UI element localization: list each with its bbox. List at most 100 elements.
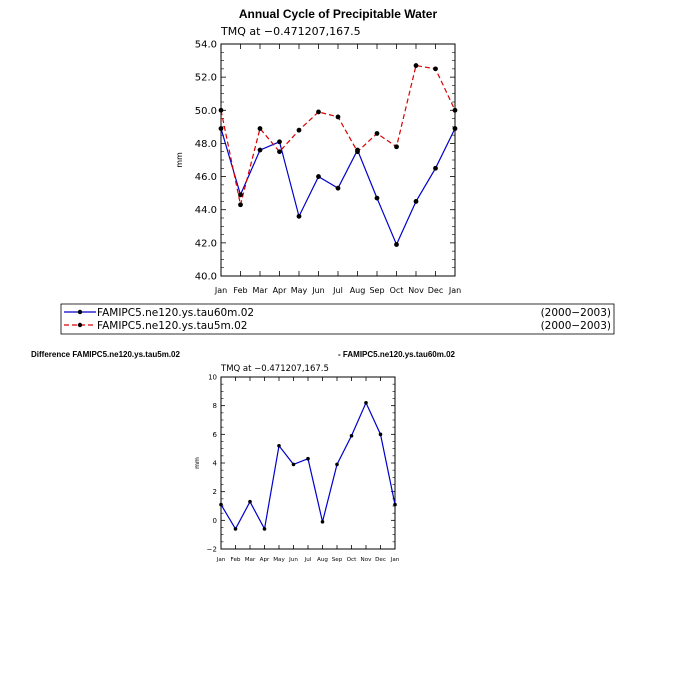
series-1-point [413,199,419,204]
series-1-point [374,195,380,201]
x-tick-label: Oct [347,557,357,563]
legend-marker-series-1 [77,309,83,315]
x-tick-label: Dec [428,286,443,295]
series-1-point [320,519,325,524]
x-tick-label: Feb [233,286,247,295]
x-tick-label: Jun [311,286,325,295]
y-tick-label: 48.0 [195,139,217,150]
x-tick-label: Aug [350,286,366,295]
y-tick-label: 6 [213,431,218,439]
series-2-point [257,126,263,131]
x-tick-label: Mar [245,557,256,563]
series-1-point [306,456,310,461]
x-tick-label: May [291,286,308,295]
x-tick-label: Sep [369,286,384,295]
series-1-point [296,213,302,219]
chart2-series [219,401,397,531]
series-1-point [393,502,397,507]
y-tick-label: 50.0 [195,106,217,117]
legend-period-series-1: (2000−2003) [541,307,611,319]
x-tick-label: Oct [390,286,404,295]
series-1-point [277,444,281,448]
chart1-x-tick-labels: Jan Feb Mar Apr May Jun Jul Aug Sep Oct Nov Dec Jan [214,286,461,295]
x-tick-label: Dec [375,557,386,563]
x-tick-label: Nov [361,557,373,563]
series-1-point [364,401,368,405]
chart2-title-right: - FAMIPC5.ne120.ys.tau60m.02 [338,350,455,359]
series-1-point [394,242,399,247]
series-2-point [316,109,321,115]
series-1-point [316,174,321,179]
chart1-title: Annual Cycle of Precipitable Water [239,7,438,21]
series-2-point [218,107,224,113]
series-1-point [257,147,263,153]
chart2-subtitle: TMQ at −0.471207,167.5 [220,364,329,374]
y-tick-label: 52.0 [195,73,217,84]
series-1-point [277,139,282,145]
y-tick-label: 42.0 [195,238,217,249]
chart1-ylabel: mm [175,152,184,168]
legend-label-series-2: FAMIPC5.ne120.ys.tau5m.02 [97,320,247,332]
chart2-plot-frame [220,376,396,550]
x-tick-label: Jun [288,557,298,563]
series-2-point [296,127,302,133]
x-tick-label: Apr [273,286,288,295]
series-2-point [374,131,380,136]
y-tick-label: 8 [213,402,217,410]
series-2-point [413,63,419,68]
chart2-ticks [220,376,396,550]
series-1-point [262,527,267,531]
legend-label-series-1: FAMIPC5.ne120.ys.tau60m.02 [97,307,254,319]
chart2-ylabel: mm [194,457,201,469]
series-2-point [238,202,243,208]
series-line-2 [220,64,456,205]
chart1-y-tick-labels: 40.0 42.0 44.0 46.0 48.0 50.0 52.0 54.0 [195,40,217,283]
series-2-point [452,107,458,113]
legend-marker-series-2 [77,322,83,328]
series-1-point [238,192,243,198]
x-tick-label: Jan [390,557,400,563]
chart2-x-tick-labels: Jan Feb Mar Apr May Jun Jul Aug Sep Oct Nov Dec Jan [216,557,400,563]
chart1-subtitle: TMQ at −0.471207,167.5 [220,25,361,38]
series-2-point [335,114,341,120]
y-tick-label: 46.0 [195,172,217,183]
x-tick-label: Feb [231,557,241,563]
x-tick-label: Mar [252,286,268,295]
x-tick-label: Nov [408,286,424,295]
series-2-point [394,144,399,150]
series-2-point [355,149,360,155]
y-tick-label: 2 [213,488,217,496]
series-1-point [219,502,223,507]
chart-difference: Difference FAMIPC5.ne120.ys.tau5m.02 - F… [31,350,456,563]
y-tick-label: 4 [213,459,218,467]
series-1-point [335,462,339,467]
y-tick-label: −2 [207,545,217,553]
x-tick-label: Jul [332,286,343,295]
series-1-point [218,126,224,131]
chart2-y-tick-labels: −2 0 2 4 6 8 10 [207,373,218,553]
chart1-legend: FAMIPC5.ne120.ys.tau60m.02 (2000−2003) F… [60,303,615,335]
legend-period-series-2: (2000−2003) [541,320,611,332]
series-1-point [452,126,458,131]
x-tick-label: Apr [260,557,270,563]
y-tick-label: 40.0 [195,272,217,283]
x-tick-label: Sep [332,557,343,563]
series-1-point [349,433,354,438]
series-1-point [378,432,383,437]
series-1-point [233,527,238,531]
x-tick-label: May [273,557,285,563]
series-1-point [291,462,296,467]
series-1-point [335,185,341,191]
y-tick-label: 0 [213,517,217,525]
series-line-1 [220,401,396,531]
x-tick-label: Jul [304,557,312,563]
y-tick-label: 54.0 [195,40,217,51]
chart1-series [218,63,458,247]
y-tick-label: 44.0 [195,205,217,216]
x-tick-label: Aug [317,557,328,563]
y-tick-label: 10 [208,373,217,381]
series-2-point [433,66,438,72]
x-tick-label: Jan [214,286,227,295]
x-tick-label: Jan [216,557,226,563]
x-tick-label: Jan [448,286,461,295]
